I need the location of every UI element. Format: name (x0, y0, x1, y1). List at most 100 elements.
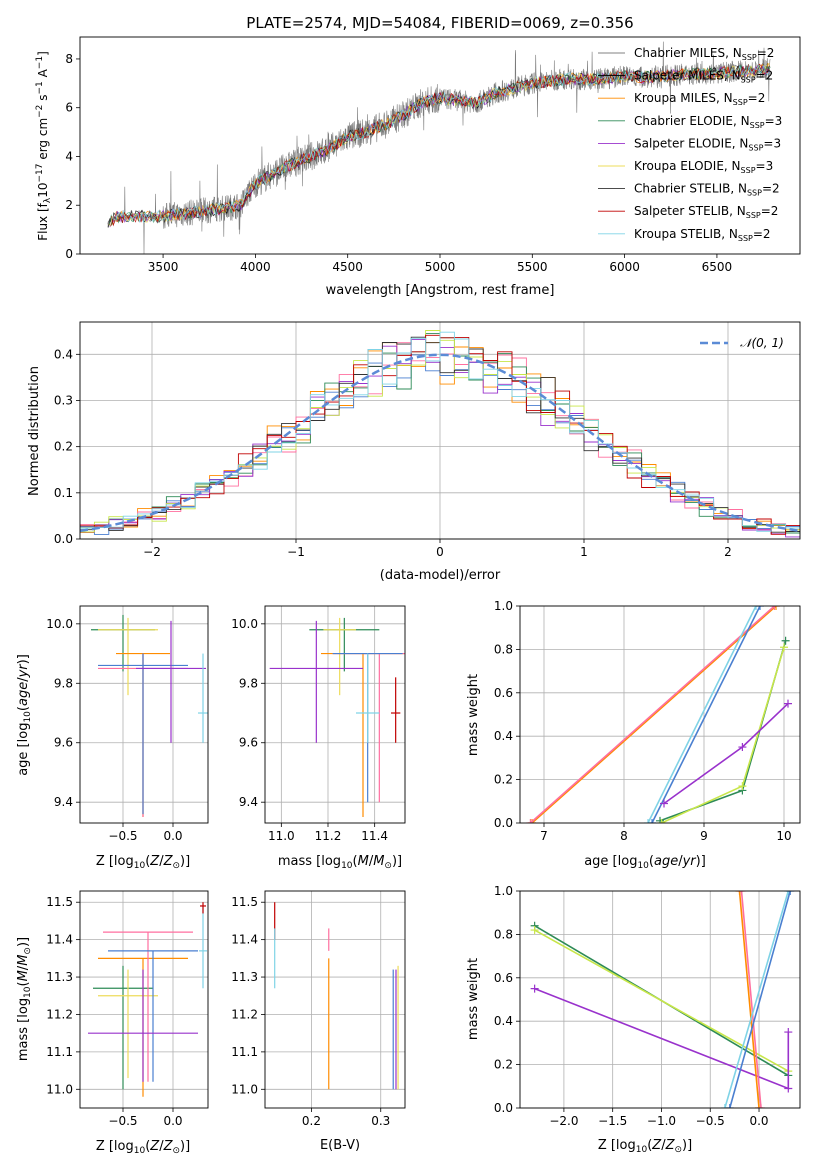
y-tick-label: 0 (65, 247, 73, 261)
plot-area (265, 606, 405, 823)
weight-marker (737, 891, 746, 895)
weight-marker (752, 606, 760, 610)
y-tick-label: 0.8 (494, 642, 513, 656)
x-tick-label: 11.0 (268, 829, 295, 843)
y-tick-label: 9.8 (239, 676, 258, 690)
legend-subscript: SSP (733, 98, 748, 107)
y-tick-label: 11.3 (231, 970, 258, 984)
weight-line (531, 606, 777, 823)
spectrum-xlabel: wavelength [Angstrom, rest frame] (326, 283, 555, 298)
legend-label: Chabrier STELIB, NSSP=2 (634, 182, 780, 198)
weight-marker (526, 819, 535, 823)
y-tick-label: 2 (65, 198, 73, 212)
y-tick-label: 11.2 (46, 1007, 73, 1021)
y-tick-label: 11.1 (231, 1045, 258, 1059)
y-tick-label: 11.2 (231, 1007, 258, 1021)
x-tick-label: 11.2 (315, 829, 342, 843)
y-tick-label: 6 (65, 101, 73, 115)
mE-xlabel: E(B-V) (320, 1138, 360, 1153)
x-tick-label: −2 (143, 545, 161, 559)
residual-histogram (80, 331, 800, 532)
weight-marker (660, 799, 668, 808)
legend-subscript: SSP (748, 143, 763, 152)
weight-marker (784, 1028, 793, 1037)
plot-body (530, 891, 795, 1108)
legend-label: 𝒩(0, 1) (740, 336, 784, 350)
x-tick-label: 6500 (702, 260, 733, 274)
y-tick-label: 0.0 (494, 1101, 513, 1115)
mZ-xlabel: Z [log10(Z/Z⊙)] (96, 1139, 190, 1156)
weight-marker (738, 743, 747, 752)
spectrum-ylabel: Flux [fλ10−17 erg cm−2 s−1 A−1] (35, 51, 53, 241)
y-tick-label: 0.6 (494, 686, 513, 700)
plot-body (269, 617, 405, 818)
legend-subscript: SSP (747, 189, 762, 198)
plot-area (80, 891, 208, 1108)
y-tick-label: 0.3 (54, 393, 73, 407)
x-tick-label: 1 (580, 545, 588, 559)
weight-line (724, 891, 790, 1108)
wZ-xlabel: Z [log10(Z/Z⊙)] (598, 1138, 692, 1155)
plot-body (80, 330, 800, 538)
weight-marker (784, 699, 792, 708)
legend-label: Chabrier MILES, NSSP=2 (634, 46, 774, 62)
y-tick-label: 0.2 (54, 440, 73, 454)
wZ-ylabel: mass weight (466, 958, 481, 1040)
plot-body (88, 902, 207, 1097)
axes-frame (264, 605, 406, 824)
weight-line (647, 606, 757, 823)
x-tick-label: 0.0 (163, 1114, 182, 1128)
x-tick-label: 0.0 (163, 829, 182, 843)
y-tick-label: 9.4 (239, 795, 258, 809)
y-tick-label: 11.4 (46, 933, 73, 947)
y-tick-label: 4 (65, 149, 73, 163)
spectrum-model-line (111, 64, 770, 223)
y-tick-label: 11.1 (46, 1045, 73, 1059)
x-tick-label: −0.5 (696, 1114, 725, 1128)
legend-subscript: SSP (746, 211, 761, 220)
y-tick-label: 8 (65, 52, 73, 66)
y-tick-label: 0.4 (494, 729, 513, 743)
residuals-xlabel: (data-model)/error (380, 568, 501, 583)
spectrum-plot: 3500 4000 4500 5000 5500 6000 6500 0 2 4 6 8 Chabrie… (65, 36, 801, 274)
residuals-plot: −2 −1 0 1 2 0.0 0.1 0.2 0.3 0.4 𝒩(0, 1) (54, 321, 801, 559)
axes-frame (519, 890, 801, 1109)
plot-area (265, 891, 405, 1108)
y-tick-label: 0.4 (54, 347, 73, 361)
residuals-legend: 𝒩(0, 1) (700, 336, 784, 350)
y-tick-label: 11.5 (46, 895, 73, 909)
spectrum-panel: 3500 4000 4500 5000 5500 6000 6500 0 2 4 6 8 Chabrie… (35, 36, 801, 298)
gaussian-curve (80, 353, 800, 533)
plot-body (274, 902, 399, 1090)
y-tick-label: 0.0 (54, 532, 73, 546)
weight-marker (772, 606, 780, 610)
age-vs-Z-plot: −0.5 0.0 9.4 9.6 9.8 10.0 (46, 605, 209, 843)
weight-marker (644, 819, 652, 823)
plot-area (520, 606, 800, 823)
legend-value: =3 (756, 159, 774, 173)
legend-label: Salpeter MILES, NSSP=2 (634, 69, 773, 85)
weight-line (729, 891, 791, 1108)
y-tick-label: 0.2 (494, 1058, 513, 1072)
legend-label: Kroupa STELIB, NSSP=2 (634, 227, 771, 243)
y-tick-label: 9.6 (54, 736, 73, 750)
weight-marker (530, 926, 539, 935)
weight-marker (657, 819, 666, 823)
y-tick-label: 1.0 (494, 599, 513, 613)
ageM-xlabel: mass [log10(M/M⊙)] (278, 854, 402, 871)
x-tick-label: 2 (724, 545, 732, 559)
y-tick-label: 0.6 (494, 971, 513, 985)
figure-title: PLATE=2574, MJD=54084, FIBERID=0069, z=0… (246, 14, 633, 32)
legend-subscript: SSP (742, 53, 757, 62)
weight-line (738, 891, 760, 1108)
weight-marker (784, 1084, 793, 1093)
x-tick-label: −1 (287, 545, 305, 559)
weight-marker (738, 782, 747, 791)
x-tick-label: 8 (620, 829, 628, 843)
mZ-ylabel: mass [log10(M/M⊙)] (16, 937, 33, 1061)
x-tick-label: 11.4 (361, 829, 388, 843)
age-vs-mass-plot: 11.0 11.2 11.4 9.4 9.6 9.8 10.0 (231, 605, 406, 843)
mass-vs-EBV-plot: 0.2 0.3 11.0 11.1 11.2 11.3 11.4 11.5 (231, 890, 406, 1128)
x-tick-label: 5000 (425, 260, 456, 274)
x-tick-label: 3500 (148, 260, 179, 274)
